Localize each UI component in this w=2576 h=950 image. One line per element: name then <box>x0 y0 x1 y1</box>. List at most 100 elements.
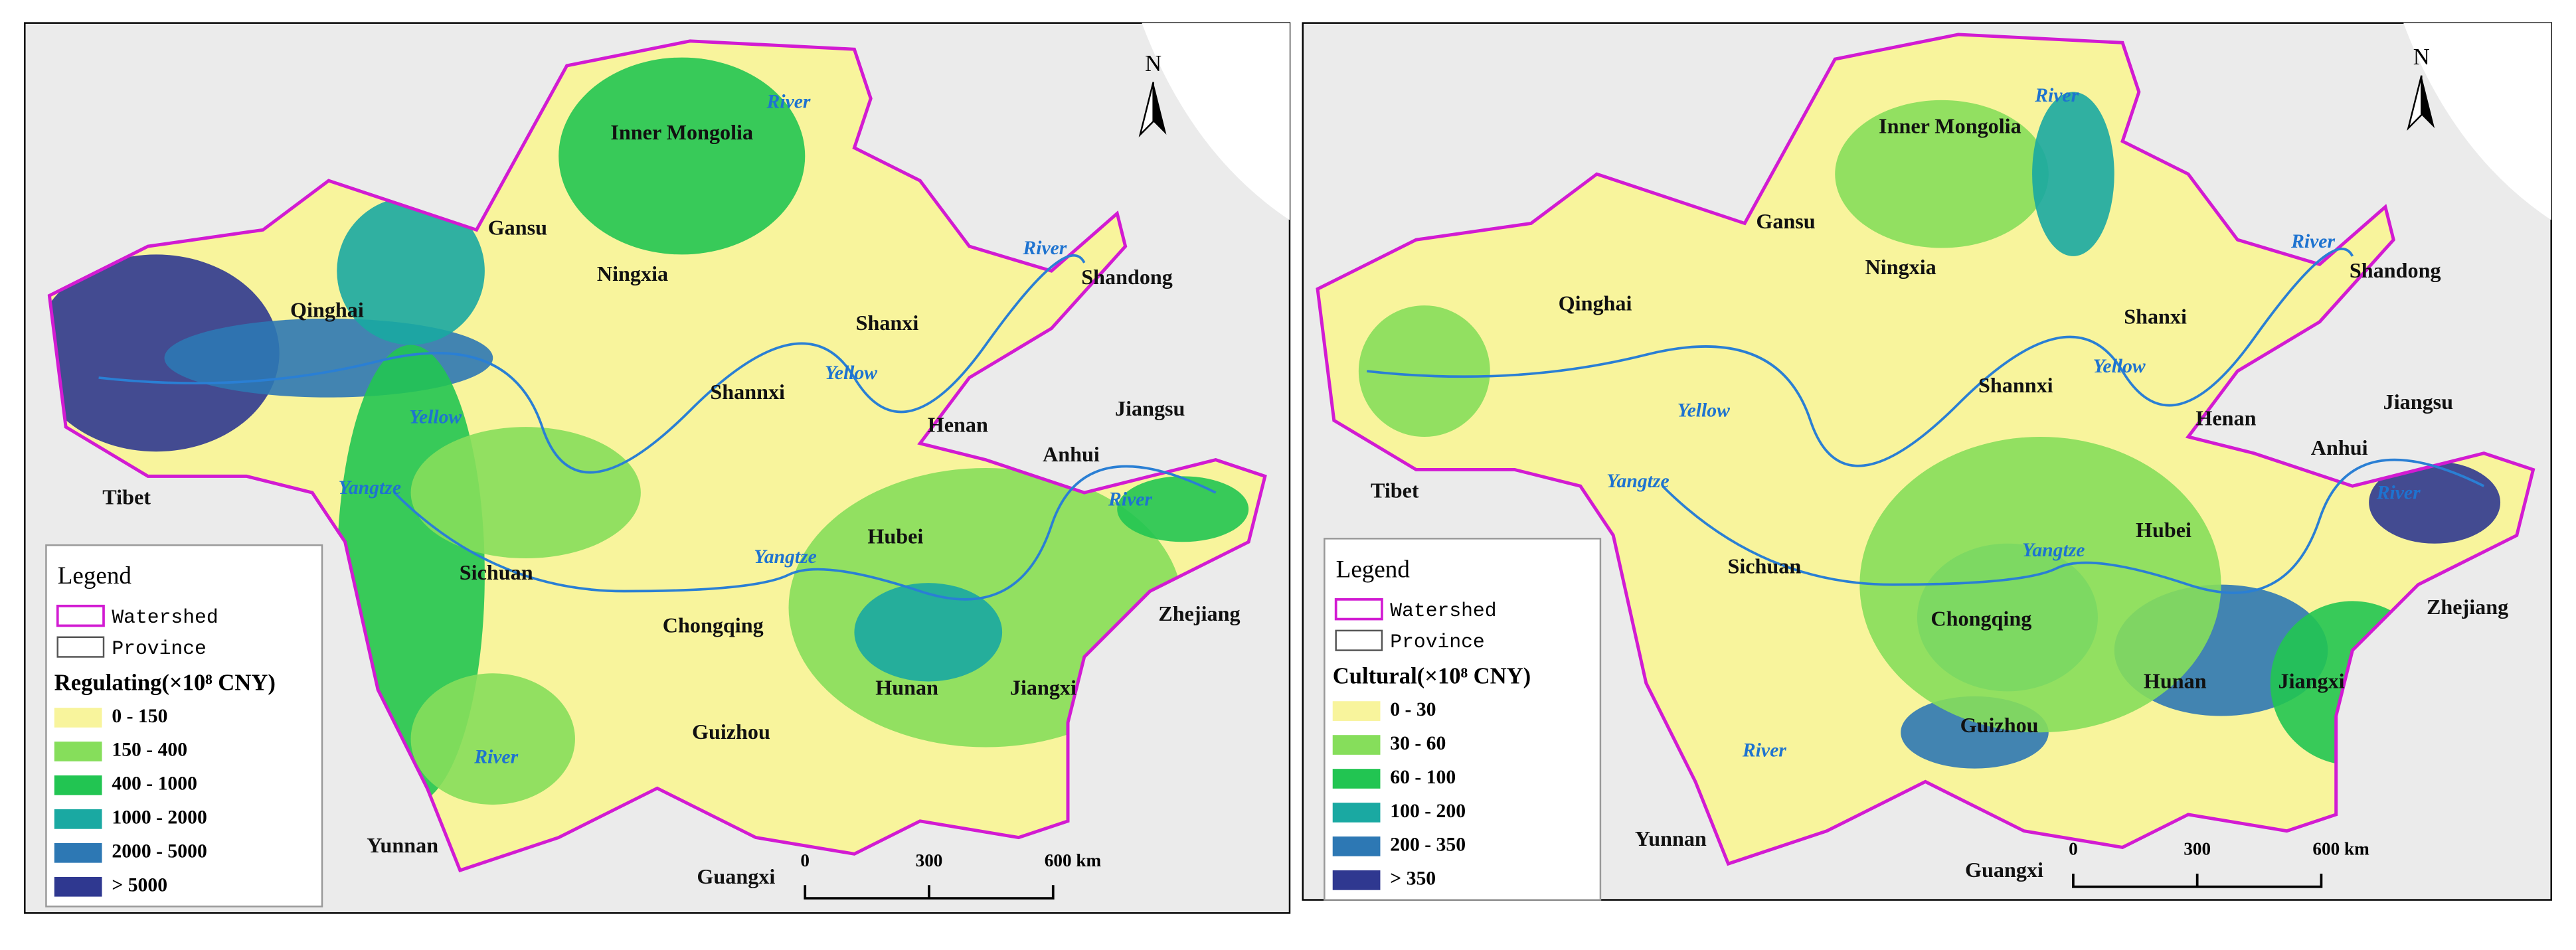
place-label: Yunnan <box>367 833 438 857</box>
place-label: Yunnan <box>1635 827 1707 850</box>
river-label: River <box>766 92 811 113</box>
place-label: Hunan <box>875 675 938 699</box>
legend-swatch <box>1332 769 1381 789</box>
place-label: Jiangsu <box>1115 396 1185 420</box>
place-label: Guangxi <box>697 864 775 888</box>
legend-label: 0 - 30 <box>1390 699 1436 720</box>
legend-label: 2000 - 5000 <box>112 841 207 862</box>
legend-swatch <box>1332 870 1381 890</box>
legend-label: > 350 <box>1390 868 1436 890</box>
river-label: Yellow <box>1677 400 1730 422</box>
watershed-boundary <box>1316 33 2535 866</box>
river-line <box>393 465 1217 601</box>
place-label: Shannxi <box>1978 373 2053 397</box>
scale-label: 300 <box>916 850 943 870</box>
legend-swatch <box>54 775 102 795</box>
legend: Legend Watershed Province Cultural(×10⁸ CNY… <box>1324 538 1602 901</box>
place-label: Gansu <box>488 216 547 240</box>
legend-label: > 5000 <box>112 875 167 896</box>
legend-label: 30 - 60 <box>1390 733 1446 754</box>
legend-swatch <box>54 809 102 829</box>
legend-label: 400 - 1000 <box>112 773 197 795</box>
legend-swatch <box>54 842 102 863</box>
legend-title: Legend <box>58 562 132 590</box>
class-region <box>410 427 641 559</box>
place-label: Jiangxi <box>2278 669 2345 692</box>
scale-bar <box>2072 873 2323 888</box>
river-line <box>1367 248 2354 467</box>
river-label: Yellow <box>825 362 877 384</box>
place-label: Hubei <box>867 524 923 548</box>
place-label: Shannxi <box>710 380 785 404</box>
river-label: Yangtze <box>2022 540 2085 561</box>
place-label: Chongqing <box>1931 606 2031 630</box>
place-label: Qinghai <box>290 297 364 321</box>
north-arrow <box>1153 82 1167 135</box>
place-label: Sichuan <box>1727 554 1801 578</box>
watershed-swatch <box>1334 598 1383 621</box>
class-region <box>2032 92 2114 256</box>
class-region <box>49 254 280 452</box>
place-label: Henan <box>928 413 988 437</box>
legend-swatch <box>54 876 102 897</box>
place-label: Tibet <box>102 485 151 509</box>
place-label: Ningxia <box>597 262 668 285</box>
legend-label: 1000 - 2000 <box>112 807 207 829</box>
legend-label: Watershed <box>1390 599 1496 622</box>
class-region <box>1835 100 2049 248</box>
scale-label: 600 km <box>1045 850 1102 870</box>
river-label: River <box>2376 482 2421 503</box>
legend-swatch <box>1332 836 1381 856</box>
place-label: Anhui <box>1043 442 1100 466</box>
legend-variable: Cultural(×10⁸ CNY) <box>1333 664 1531 689</box>
class-region <box>1859 436 2221 733</box>
class-region <box>558 57 806 255</box>
scale-label: 0 <box>800 850 810 870</box>
place-label: Jiangsu <box>2383 390 2454 414</box>
legend-label: 150 - 400 <box>112 740 187 761</box>
scale-label: 600 km <box>2312 839 2369 859</box>
north-arrow <box>2421 75 2435 128</box>
legend-label: Province <box>1390 631 1484 653</box>
place-label: Zhejiang <box>1158 601 1240 625</box>
province-swatch <box>56 636 105 658</box>
place-label: Henan <box>2195 406 2256 430</box>
legend-variable: Regulating(×10⁸ CNY) <box>54 670 276 695</box>
river-line <box>98 254 1086 474</box>
river-label: River <box>2290 231 2335 252</box>
scale-label: 0 <box>2069 839 2078 859</box>
legend-label: 100 - 200 <box>1390 801 1466 822</box>
class-region <box>854 583 1003 682</box>
place-label: Shandong <box>1081 265 1173 289</box>
scale-label: 300 <box>2184 839 2211 859</box>
river-label: Yangtze <box>338 477 401 499</box>
river-label: Yangtze <box>754 546 817 568</box>
river-label: Yangtze <box>1606 471 1670 492</box>
legend-label: 0 - 150 <box>112 706 167 727</box>
place-label: Inner Mongolia <box>1879 114 2021 137</box>
legend-swatch <box>1332 803 1381 823</box>
legend-swatch <box>54 708 102 728</box>
class-regions <box>49 57 1249 805</box>
river-label: River <box>1108 489 1152 510</box>
class-region <box>1358 305 1490 437</box>
place-label: Ningxia <box>1865 255 1936 279</box>
place-label: Anhui <box>2311 435 2368 459</box>
legend-title: Legend <box>1336 556 1411 583</box>
place-label: Inner Mongolia <box>610 120 753 144</box>
legend-label: Watershed <box>112 606 218 629</box>
river-line <box>1662 458 2485 594</box>
class-region <box>337 197 485 345</box>
class-region <box>410 673 575 805</box>
map-panel: Inner Mongolia River Gansu Ningxia Qinghai Sh… <box>1302 22 2552 901</box>
north-label: N <box>2413 44 2430 70</box>
place-label: Sichuan <box>460 560 533 584</box>
place-label: Shanxi <box>2124 304 2187 328</box>
legend-swatch <box>1332 735 1381 755</box>
place-label: Hubei <box>2136 518 2191 542</box>
place-label: Chongqing <box>663 613 764 637</box>
river-label: Yellow <box>2093 356 2146 377</box>
legend-swatch <box>54 742 102 761</box>
place-label: Qinghai <box>1559 291 1632 315</box>
